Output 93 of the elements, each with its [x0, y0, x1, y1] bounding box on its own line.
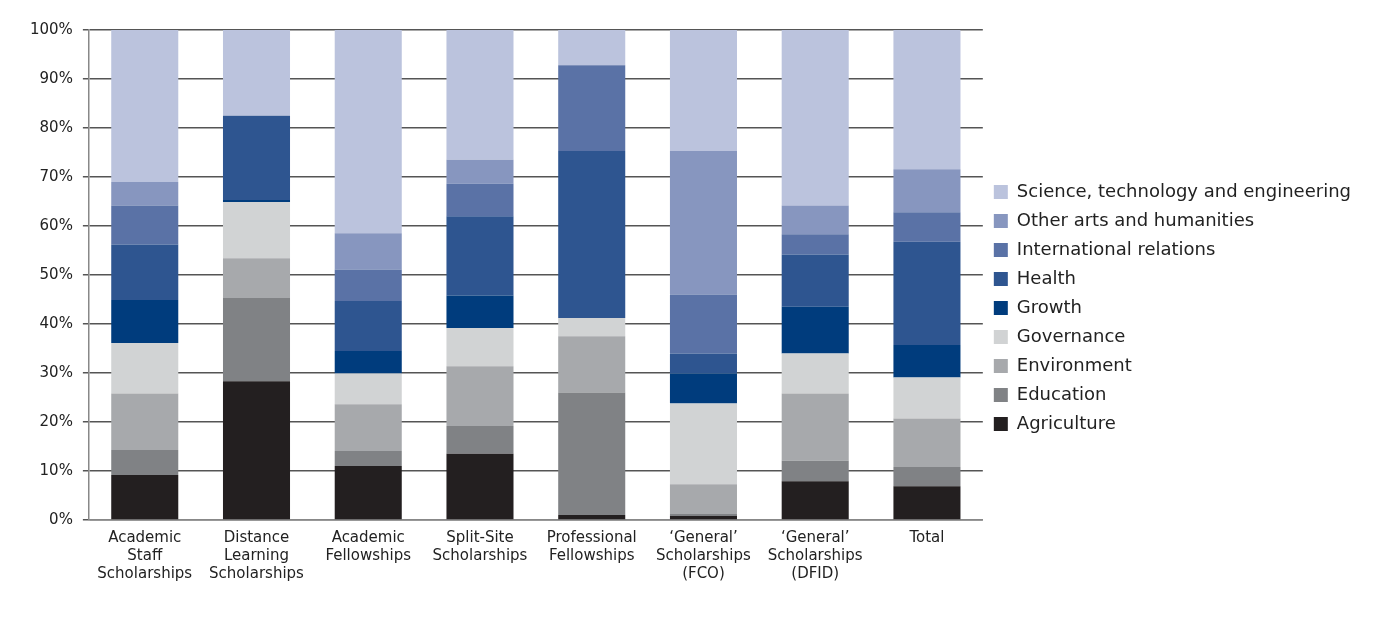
bar — [781, 481, 849, 520]
y-tick-label: 70% — [39, 166, 73, 185]
x-tick-label: Academic Staff Scholarships — [97, 527, 193, 582]
bar — [222, 30, 291, 116]
bar — [222, 298, 291, 382]
bar — [334, 373, 402, 405]
bar — [446, 295, 514, 328]
bar — [446, 327, 514, 367]
bar — [111, 393, 179, 450]
bar — [222, 201, 291, 259]
x-tick-label: ‘General’ Scholarships (DFID) — [767, 527, 863, 582]
bar — [111, 30, 179, 182]
legend-label: Education — [1016, 382, 1107, 404]
x-tick-label: ‘General’ Scholarships (FCO) — [656, 527, 752, 582]
bar — [222, 115, 291, 201]
bar — [334, 404, 402, 451]
bar — [781, 353, 849, 394]
bar — [222, 258, 291, 299]
bar — [558, 392, 626, 516]
y-tick-label: 40% — [39, 313, 73, 332]
bar — [446, 30, 514, 160]
bar — [781, 460, 849, 482]
bar — [111, 299, 179, 344]
bar — [446, 216, 514, 296]
bar — [781, 205, 849, 235]
bar — [446, 183, 514, 217]
y-tick-label: 90% — [39, 68, 73, 87]
x-tick-label: Academic Fellowships — [325, 527, 412, 564]
bar — [334, 269, 402, 301]
legend-label: Agriculture — [1016, 411, 1116, 433]
bar — [558, 318, 626, 337]
y-tick-label: 80% — [39, 117, 73, 136]
bar — [669, 30, 737, 152]
bar — [446, 366, 514, 426]
bar — [446, 453, 514, 520]
bar — [893, 486, 961, 520]
bar — [669, 373, 737, 404]
legend-label: Environment — [1016, 353, 1132, 375]
bar — [669, 294, 737, 354]
bar — [111, 244, 179, 300]
bar — [781, 306, 849, 354]
bar — [893, 377, 961, 419]
bar — [334, 233, 402, 270]
legend-label: Governance — [1016, 324, 1126, 346]
legend-label: Science, technology and engineering — [1016, 179, 1352, 201]
bar — [893, 418, 961, 468]
bar — [558, 336, 626, 393]
legend-label: Health — [1016, 266, 1076, 288]
bar — [558, 65, 626, 152]
bar — [893, 212, 961, 242]
y-tick-label: 50% — [39, 264, 73, 283]
bar — [893, 241, 961, 346]
bar — [558, 151, 626, 319]
bar — [558, 30, 626, 66]
y-tick-label: 100% — [29, 19, 73, 38]
bar — [781, 234, 849, 255]
bar — [781, 30, 849, 206]
bar — [893, 345, 961, 378]
bar — [334, 450, 402, 467]
bar — [222, 381, 291, 520]
x-tick-label: Distance Learning Scholarships — [209, 527, 305, 582]
bar — [111, 343, 179, 394]
bar — [893, 169, 961, 213]
bar — [334, 300, 402, 351]
bar — [334, 466, 402, 520]
bar — [111, 205, 179, 245]
bar — [669, 151, 737, 295]
legend-label: Growth — [1016, 295, 1082, 317]
bar — [334, 350, 402, 374]
y-tick-label: 60% — [39, 215, 73, 234]
bar — [781, 393, 849, 461]
legend-label: Other arts and humanities — [1016, 208, 1255, 230]
legend-label: International relations — [1016, 237, 1216, 259]
x-tick-label: Professional Fellowships — [546, 527, 637, 564]
bar — [446, 425, 514, 454]
bar — [111, 449, 179, 475]
bar — [111, 181, 179, 206]
bar — [893, 467, 961, 487]
bar — [446, 159, 514, 184]
bar — [334, 30, 402, 234]
y-tick-label: 20% — [39, 411, 73, 430]
bar — [893, 30, 961, 170]
bar — [781, 254, 849, 307]
y-tick-label: 30% — [39, 362, 73, 381]
bar — [111, 474, 179, 520]
bar — [669, 353, 737, 374]
x-tick-label: Split-Site Scholarships — [432, 527, 528, 564]
bar — [669, 484, 737, 515]
x-tick-label: Total — [908, 527, 945, 546]
y-tick-label: 10% — [39, 460, 73, 479]
y-tick-label: 0% — [49, 509, 73, 528]
bar — [558, 515, 626, 520]
bar — [669, 403, 737, 485]
